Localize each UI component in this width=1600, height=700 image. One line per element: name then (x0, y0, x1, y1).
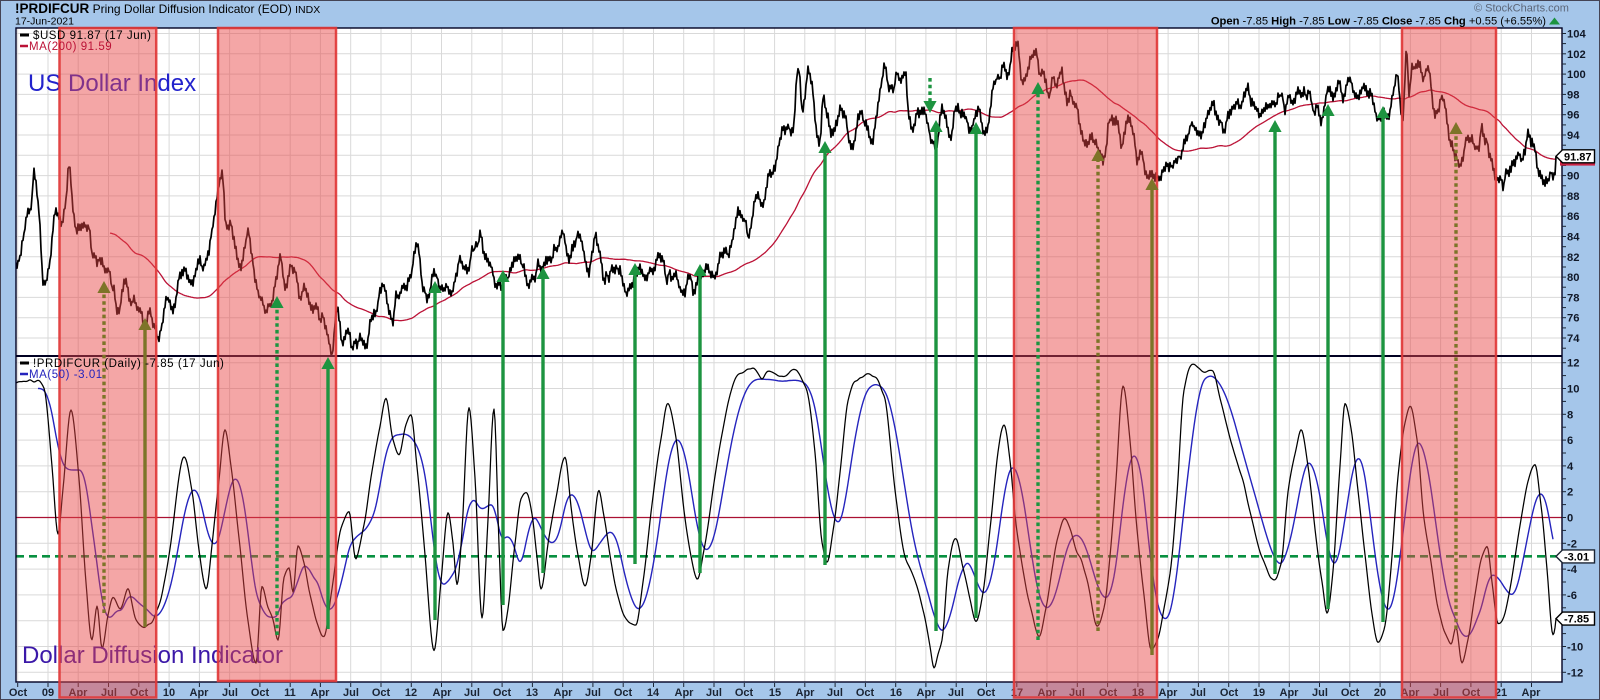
svg-text:Oct: Oct (372, 687, 391, 699)
svg-text:Apr: Apr (1159, 687, 1179, 699)
svg-text:12: 12 (1567, 358, 1579, 370)
svg-text:Apr: Apr (796, 687, 816, 699)
svg-text:Oct: Oct (977, 687, 996, 699)
svg-text:MA(200) 91.59: MA(200) 91.59 (29, 41, 112, 53)
svg-text:8: 8 (1567, 409, 1573, 421)
svg-text:21: 21 (1495, 687, 1507, 699)
svg-text:Oct: Oct (735, 687, 754, 699)
svg-text:Jul: Jul (101, 687, 117, 699)
svg-text:Oct: Oct (1462, 687, 1481, 699)
svg-text:86: 86 (1567, 211, 1579, 223)
svg-text:US Dollar Index: US Dollar Index (28, 70, 196, 97)
svg-text:82: 82 (1567, 252, 1579, 264)
svg-text:Oct: Oct (9, 687, 28, 699)
svg-text:Jul: Jul (706, 687, 722, 699)
svg-text:-10: -10 (1567, 642, 1583, 654)
svg-text:84: 84 (1567, 232, 1580, 244)
svg-text:19: 19 (1253, 687, 1265, 699)
svg-text:2: 2 (1567, 487, 1573, 499)
svg-text:Jul: Jul (222, 687, 238, 699)
svg-text:Jul: Jul (827, 687, 843, 699)
svg-text:Apr: Apr (1038, 687, 1058, 699)
svg-text:88: 88 (1567, 191, 1579, 203)
svg-text:Jul: Jul (464, 687, 480, 699)
svg-text:Oct: Oct (614, 687, 633, 699)
svg-text:80: 80 (1567, 272, 1579, 284)
svg-text:6: 6 (1567, 435, 1573, 447)
svg-text:© StockCharts.com: © StockCharts.com (1474, 3, 1569, 15)
svg-text:Jul: Jul (1069, 687, 1085, 699)
svg-text:Oct: Oct (1220, 687, 1239, 699)
svg-text:4: 4 (1567, 461, 1574, 473)
svg-text:15: 15 (769, 687, 781, 699)
svg-text:98: 98 (1567, 89, 1579, 101)
svg-text:96: 96 (1567, 110, 1579, 122)
svg-text:Apr: Apr (554, 687, 574, 699)
svg-text:Apr: Apr (433, 687, 453, 699)
svg-text:!PRDIFCUR (Daily) -7.85 (17 Ju: !PRDIFCUR (Daily) -7.85 (17 Jun) (33, 358, 224, 370)
svg-text:-7.85: -7.85 (1564, 614, 1589, 626)
svg-text:Apr: Apr (917, 687, 937, 699)
svg-text:Oct: Oct (856, 687, 875, 699)
svg-text:Oct: Oct (130, 687, 149, 699)
svg-text:Apr: Apr (190, 687, 210, 699)
svg-text:10: 10 (163, 687, 175, 699)
svg-text:$USD 91.87 (17 Jun): $USD 91.87 (17 Jun) (33, 30, 151, 42)
svg-text:12: 12 (405, 687, 417, 699)
svg-text:Jul: Jul (1433, 687, 1449, 699)
svg-text:Oct: Oct (493, 687, 512, 699)
svg-text:-3.01: -3.01 (1564, 551, 1589, 563)
svg-text:18: 18 (1132, 687, 1144, 699)
svg-text:104: 104 (1567, 29, 1586, 41)
svg-text:16: 16 (890, 687, 902, 699)
svg-text:90: 90 (1567, 171, 1579, 183)
svg-text:Apr: Apr (1401, 687, 1421, 699)
svg-text:Apr: Apr (1280, 687, 1300, 699)
svg-text:100: 100 (1567, 69, 1586, 81)
svg-text:78: 78 (1567, 292, 1579, 304)
svg-text:14: 14 (647, 687, 660, 699)
svg-text:Jul: Jul (585, 687, 601, 699)
svg-text:Jul: Jul (1312, 687, 1328, 699)
svg-text:Oct: Oct (1341, 687, 1360, 699)
svg-text:102: 102 (1567, 49, 1586, 61)
svg-text:Apr: Apr (675, 687, 695, 699)
svg-text:-6: -6 (1567, 590, 1577, 602)
svg-text:MA(50) -3.01: MA(50) -3.01 (29, 369, 103, 381)
svg-text:Jul: Jul (343, 687, 359, 699)
svg-text:Apr: Apr (1522, 687, 1542, 699)
svg-text:10: 10 (1567, 384, 1579, 396)
svg-text:20: 20 (1374, 687, 1386, 699)
svg-text:Apr: Apr (311, 687, 331, 699)
svg-text:-4: -4 (1567, 564, 1578, 576)
svg-text:17-Jun-2021: 17-Jun-2021 (15, 16, 74, 28)
svg-text:76: 76 (1567, 313, 1579, 325)
svg-text:Dollar Diffusion Indicator: Dollar Diffusion Indicator (22, 642, 283, 669)
svg-text:Jul: Jul (1190, 687, 1206, 699)
svg-text:!PRDIFCUR Pring Dollar Diffusi: !PRDIFCUR Pring Dollar Diffusion Indicat… (15, 1, 320, 16)
svg-text:Oct: Oct (251, 687, 270, 699)
svg-text:Open -7.85 High -7.85 Low -7.8: Open -7.85 High -7.85 Low -7.85 Close -7… (1211, 16, 1546, 28)
svg-text:91.87: 91.87 (1564, 151, 1592, 163)
svg-text:Apr: Apr (69, 687, 89, 699)
svg-text:-2: -2 (1567, 538, 1577, 550)
svg-text:Oct: Oct (1099, 687, 1118, 699)
svg-text:74: 74 (1567, 333, 1580, 345)
svg-text:13: 13 (526, 687, 538, 699)
svg-text:09: 09 (42, 687, 54, 699)
svg-text:11: 11 (284, 687, 296, 699)
svg-text:-12: -12 (1567, 667, 1583, 679)
svg-text:94: 94 (1567, 130, 1580, 142)
svg-text:Jul: Jul (948, 687, 964, 699)
svg-text:0: 0 (1567, 513, 1573, 525)
